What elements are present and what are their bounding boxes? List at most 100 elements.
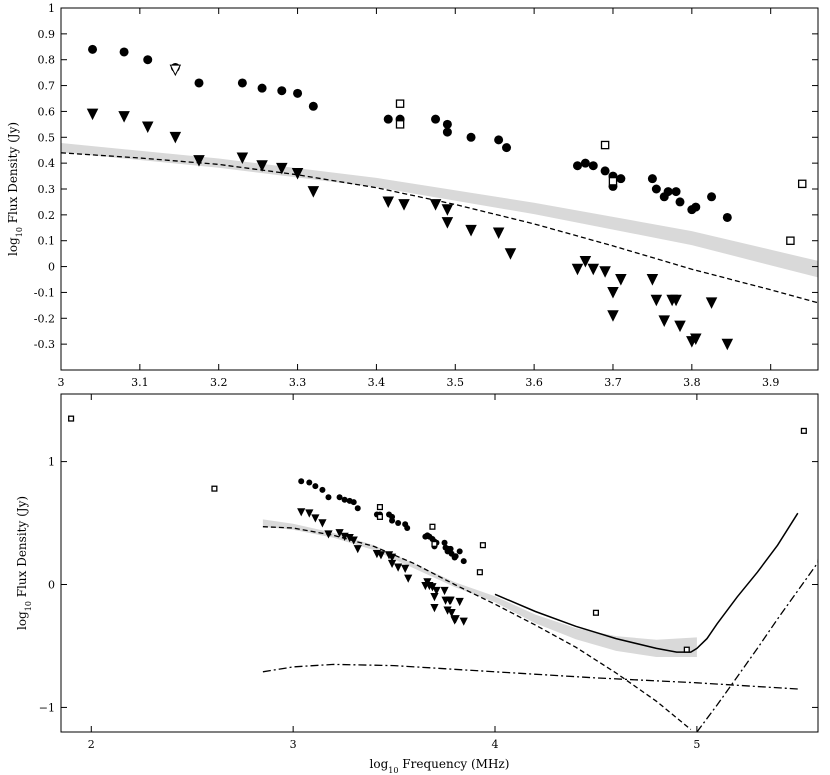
data-point-triangle: [650, 294, 663, 307]
data-point-circle: [88, 44, 98, 54]
data-point-circle: [389, 517, 396, 524]
data-point-triangle: [465, 224, 477, 237]
data-point-square: [592, 609, 599, 616]
data-point-triangle: [646, 274, 659, 286]
data-point-triangle: [387, 559, 397, 569]
data-point-triangle: [398, 199, 410, 211]
data-point-circle: [194, 78, 204, 88]
data-point-triangle: [504, 248, 517, 260]
data-point-triangle: [459, 617, 468, 626]
x-tick-label: 4: [492, 738, 499, 751]
data-point-triangle: [455, 597, 464, 607]
x-tick-label: 3.8: [683, 376, 701, 389]
data-point-triangle: [376, 551, 386, 560]
y-tick-label: 0.2: [38, 209, 56, 222]
data-point-square: [797, 179, 807, 189]
model-dashed-line: [61, 152, 818, 304]
data-point-triangle: [599, 266, 611, 278]
y-tick-label: 0.5: [38, 131, 56, 144]
data-point-triangle: [169, 131, 182, 144]
data-point-circle: [466, 132, 476, 142]
data-point-circle: [616, 174, 626, 184]
data-point-circle: [442, 127, 452, 137]
data-point-circle: [306, 479, 313, 486]
data-point-triangle: [236, 152, 249, 165]
data-point-triangle: [670, 294, 682, 307]
data-point-circle: [651, 184, 661, 194]
y-axis-label: log10 Flux Density (Jy): [15, 496, 33, 630]
y-tick-label: 0.4: [38, 157, 56, 170]
model-dashdot-line: [262, 663, 798, 690]
data-point-triangle: [615, 274, 627, 286]
data-point-triangle: [658, 315, 670, 327]
y-tick-label: 1: [48, 2, 55, 15]
data-point-square: [429, 523, 436, 530]
x-tick-label: 3.2: [210, 376, 228, 389]
data-point-triangle: [690, 333, 702, 346]
x-tick-label: 3: [290, 738, 297, 751]
data-point-square: [395, 99, 405, 108]
data-point-circle: [572, 161, 582, 171]
data-point-triangle: [451, 615, 460, 624]
data-point-square: [786, 236, 795, 245]
y-tick-label: −1: [39, 701, 55, 714]
data-point-circle: [341, 496, 348, 503]
data-point-circle: [442, 119, 452, 129]
data-point-circle: [707, 192, 717, 202]
x-tick-label: 3.4: [368, 376, 386, 389]
data-point-circle: [237, 78, 247, 88]
data-point-circle: [447, 545, 454, 552]
data-point-triangle: [447, 608, 456, 618]
data-point-triangle: [305, 509, 314, 518]
data-point-circle: [452, 553, 459, 560]
data-point-circle: [600, 166, 610, 176]
data-point-triangle: [441, 217, 454, 229]
data-point-circle: [675, 197, 685, 207]
data-point-square: [395, 120, 405, 129]
data-point-triangle: [297, 508, 306, 517]
y-tick-label: 0.1: [38, 235, 56, 248]
data-point-triangle: [404, 574, 413, 583]
data-point-circle: [119, 47, 129, 57]
x-axis-label: log10 Frequency (MHz): [370, 757, 510, 775]
data-point-circle: [502, 143, 512, 153]
data-point-circle: [319, 486, 326, 493]
data-point-triangle: [429, 199, 442, 211]
data-point-square: [431, 540, 438, 547]
data-point-circle: [460, 558, 467, 565]
model-band: [262, 519, 697, 657]
y-tick-label: 0.6: [38, 105, 56, 118]
y-tick-label: -0.1: [34, 286, 55, 299]
x-tick-label: 3.6: [525, 376, 543, 389]
x-tick-label: 3.9: [762, 376, 780, 389]
data-point-triangle: [492, 227, 505, 240]
data-point-circle: [647, 174, 657, 184]
y-tick-label: -0.3: [34, 338, 55, 351]
plot-area: [68, 415, 818, 732]
data-point-circle: [588, 161, 598, 171]
data-point-triangle: [382, 196, 395, 208]
data-point-circle: [663, 187, 673, 197]
y-tick-label: -0.2: [34, 312, 55, 325]
data-point-square: [608, 176, 618, 186]
x-tick-label: 3.7: [604, 376, 622, 389]
data-point-triangle: [705, 297, 718, 309]
data-point-triangle: [387, 553, 397, 562]
data-point-triangle: [311, 514, 320, 523]
data-point-triangle: [440, 586, 449, 596]
plot-area: [61, 44, 818, 351]
data-point-circle: [580, 158, 590, 168]
data-point-triangle: [607, 286, 619, 299]
data-point-triangle: [432, 586, 441, 596]
data-point-triangle: [674, 320, 686, 333]
data-point-triangle: [256, 160, 268, 172]
data-point-circle: [671, 187, 681, 197]
data-point-square: [211, 485, 218, 492]
data-point-triangle: [394, 563, 403, 572]
data-point-triangle: [349, 536, 358, 545]
top-panel: 3 3.1 3.2 3.3 3.4 3.5 3.6 3.7 3.8 3.9 -0.3 -0.2 -0.1…: [6, 2, 819, 389]
data-point-circle: [336, 494, 343, 501]
data-point-triangle: [441, 204, 454, 216]
model-band: [61, 143, 818, 278]
